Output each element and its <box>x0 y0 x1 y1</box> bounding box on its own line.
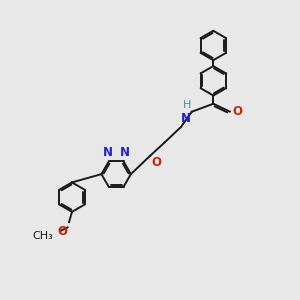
Text: N: N <box>103 146 112 159</box>
Text: O: O <box>152 157 161 169</box>
Text: N: N <box>120 146 130 159</box>
Text: O: O <box>232 105 242 118</box>
Text: O: O <box>58 225 68 238</box>
Text: N: N <box>181 112 191 125</box>
Text: H: H <box>183 100 191 110</box>
Text: CH₃: CH₃ <box>33 231 53 241</box>
